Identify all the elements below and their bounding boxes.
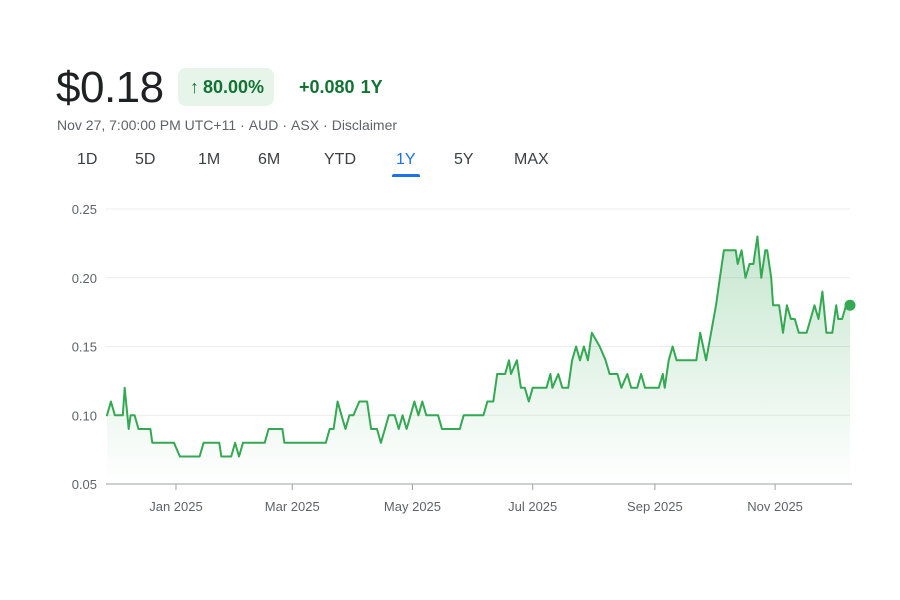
tab-5d[interactable]: 5D [135,151,156,168]
tab-1y[interactable]: 1Y [392,151,420,177]
separator-dot: · [282,117,288,133]
separator-dot: · [323,117,328,133]
y-tick-label: 0.25 [72,202,97,217]
tab-ytd[interactable]: YTD [324,151,356,168]
change-percent-value: 80.00% [203,76,265,97]
x-tick-label: Nov 2025 [747,499,803,514]
change-period: 1Y [360,77,383,97]
y-tick-label: 0.10 [72,408,97,423]
quote-exchange: ASX [291,117,320,133]
price-line [106,235,851,458]
change-summary: +0.080 1Y [299,76,389,98]
tab-max[interactable]: MAX [514,151,549,168]
x-axis-labels: Jan 2025 Mar 2025 May 2025 Jul 2025 Sep 2025… [149,499,803,514]
x-axis [106,483,852,490]
y-tick-label: 0.15 [72,340,97,355]
arrow-up-icon: ↑ [190,76,199,97]
price-area [107,236,850,484]
y-tick-label: 0.20 [72,271,97,286]
disclaimer-link[interactable]: Disclaimer [331,117,398,133]
quote-meta: Nov 27, 7:00:00 PM UTC+11 · AUD · ASX · Discla… [57,117,397,133]
y-tick-label: 0.05 [72,477,97,492]
current-price-dot [844,299,856,311]
tab-6m[interactable]: 6M [258,151,281,168]
x-tick-label: May 2025 [384,499,441,514]
quote-currency: AUD [248,117,279,133]
price-area-fill [107,236,850,484]
price-line-group [106,235,856,458]
x-tick-label: Sep 2025 [627,499,683,514]
current-price: $0.18 [56,63,164,112]
tab-1d[interactable]: 1D [77,151,98,168]
change-percent-badge: ↑ 80.00% [178,68,275,106]
tab-5y[interactable]: 5Y [454,151,474,168]
tab-1m[interactable]: 1M [198,151,221,168]
x-tick-label: Mar 2025 [265,499,320,514]
change-value: +0.080 [299,77,355,97]
x-tick-label: Jan 2025 [149,499,203,514]
quote-timestamp: Nov 27, 7:00:00 PM UTC+11 [57,117,237,133]
x-tick-label: Jul 2025 [508,499,557,514]
y-axis-labels: 0.25 0.20 0.15 0.10 0.05 [72,202,97,492]
separator-dot: · [240,117,245,133]
